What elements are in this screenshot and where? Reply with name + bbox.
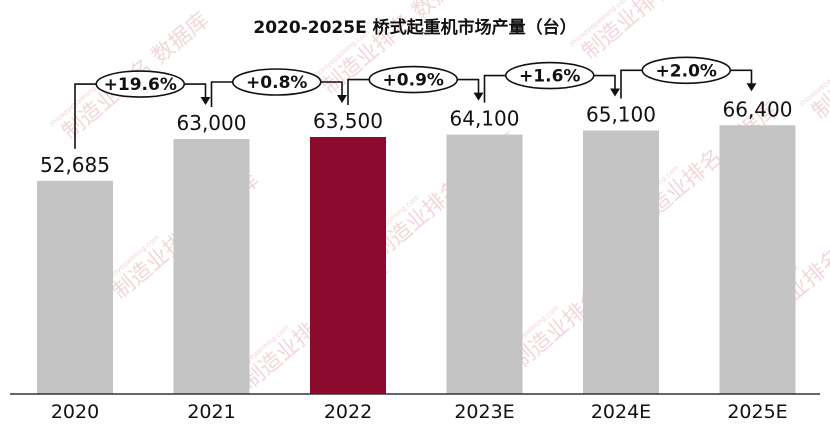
chart-title: 2020-2025E 桥式起重机市场产量（台） bbox=[253, 17, 576, 38]
value-label-2025E: 66,400 bbox=[723, 97, 793, 121]
growth-ellipse bbox=[231, 68, 322, 96]
watermark-text: 制造业排名 数据库 bbox=[808, 0, 830, 125]
category-label-2024E: 2024E bbox=[591, 401, 651, 423]
bar-2022 bbox=[310, 137, 386, 394]
category-label-2025E: 2025E bbox=[727, 401, 787, 423]
value-label-2024E: 65,100 bbox=[586, 103, 656, 127]
category-label-2022: 2022 bbox=[324, 401, 372, 423]
growth-label: +2.0% bbox=[656, 61, 717, 81]
bar-2024E bbox=[583, 130, 659, 394]
growth-label: +0.8% bbox=[246, 73, 307, 93]
bar-2025E bbox=[719, 125, 796, 394]
bar-2020 bbox=[37, 180, 113, 394]
category-label-2023E: 2023E bbox=[454, 401, 514, 423]
growth-ellipse bbox=[504, 61, 595, 90]
value-label-2021: 63,000 bbox=[177, 111, 247, 135]
value-label-2022: 63,500 bbox=[313, 109, 383, 133]
category-labels: 2020 2021 2022 2023E 2024E 2025E bbox=[51, 401, 788, 423]
growth-label: +1.6% bbox=[519, 67, 580, 87]
bars-group bbox=[37, 125, 796, 394]
value-label-2023E: 64,100 bbox=[450, 107, 520, 131]
growth-label: +19.6% bbox=[104, 75, 177, 95]
arrow-head-icon bbox=[746, 83, 757, 92]
bar-2023E bbox=[446, 134, 523, 394]
arrow-head-icon bbox=[473, 92, 484, 101]
growth-arrows: +19.6% +0.8% +0.9% +1.6% +2.0% bbox=[74, 56, 757, 149]
category-label-2021: 2021 bbox=[187, 401, 235, 423]
arrow-head-icon bbox=[610, 88, 620, 97]
arrow-head-icon bbox=[200, 97, 211, 106]
arrow-head-icon bbox=[337, 95, 347, 103]
growth-ellipse bbox=[368, 65, 459, 94]
value-labels: 52,685 63,000 63,500 64,100 65,100 66,400 bbox=[40, 97, 792, 177]
bar-2021 bbox=[173, 139, 250, 394]
growth-ellipse bbox=[95, 70, 186, 98]
watermark-text: 制造业排名 数据库 bbox=[578, 0, 734, 65]
category-label-2020: 2020 bbox=[51, 401, 99, 423]
value-label-2020: 52,685 bbox=[40, 153, 110, 177]
growth-label: +0.9% bbox=[383, 71, 444, 91]
growth-ellipse bbox=[641, 56, 732, 85]
